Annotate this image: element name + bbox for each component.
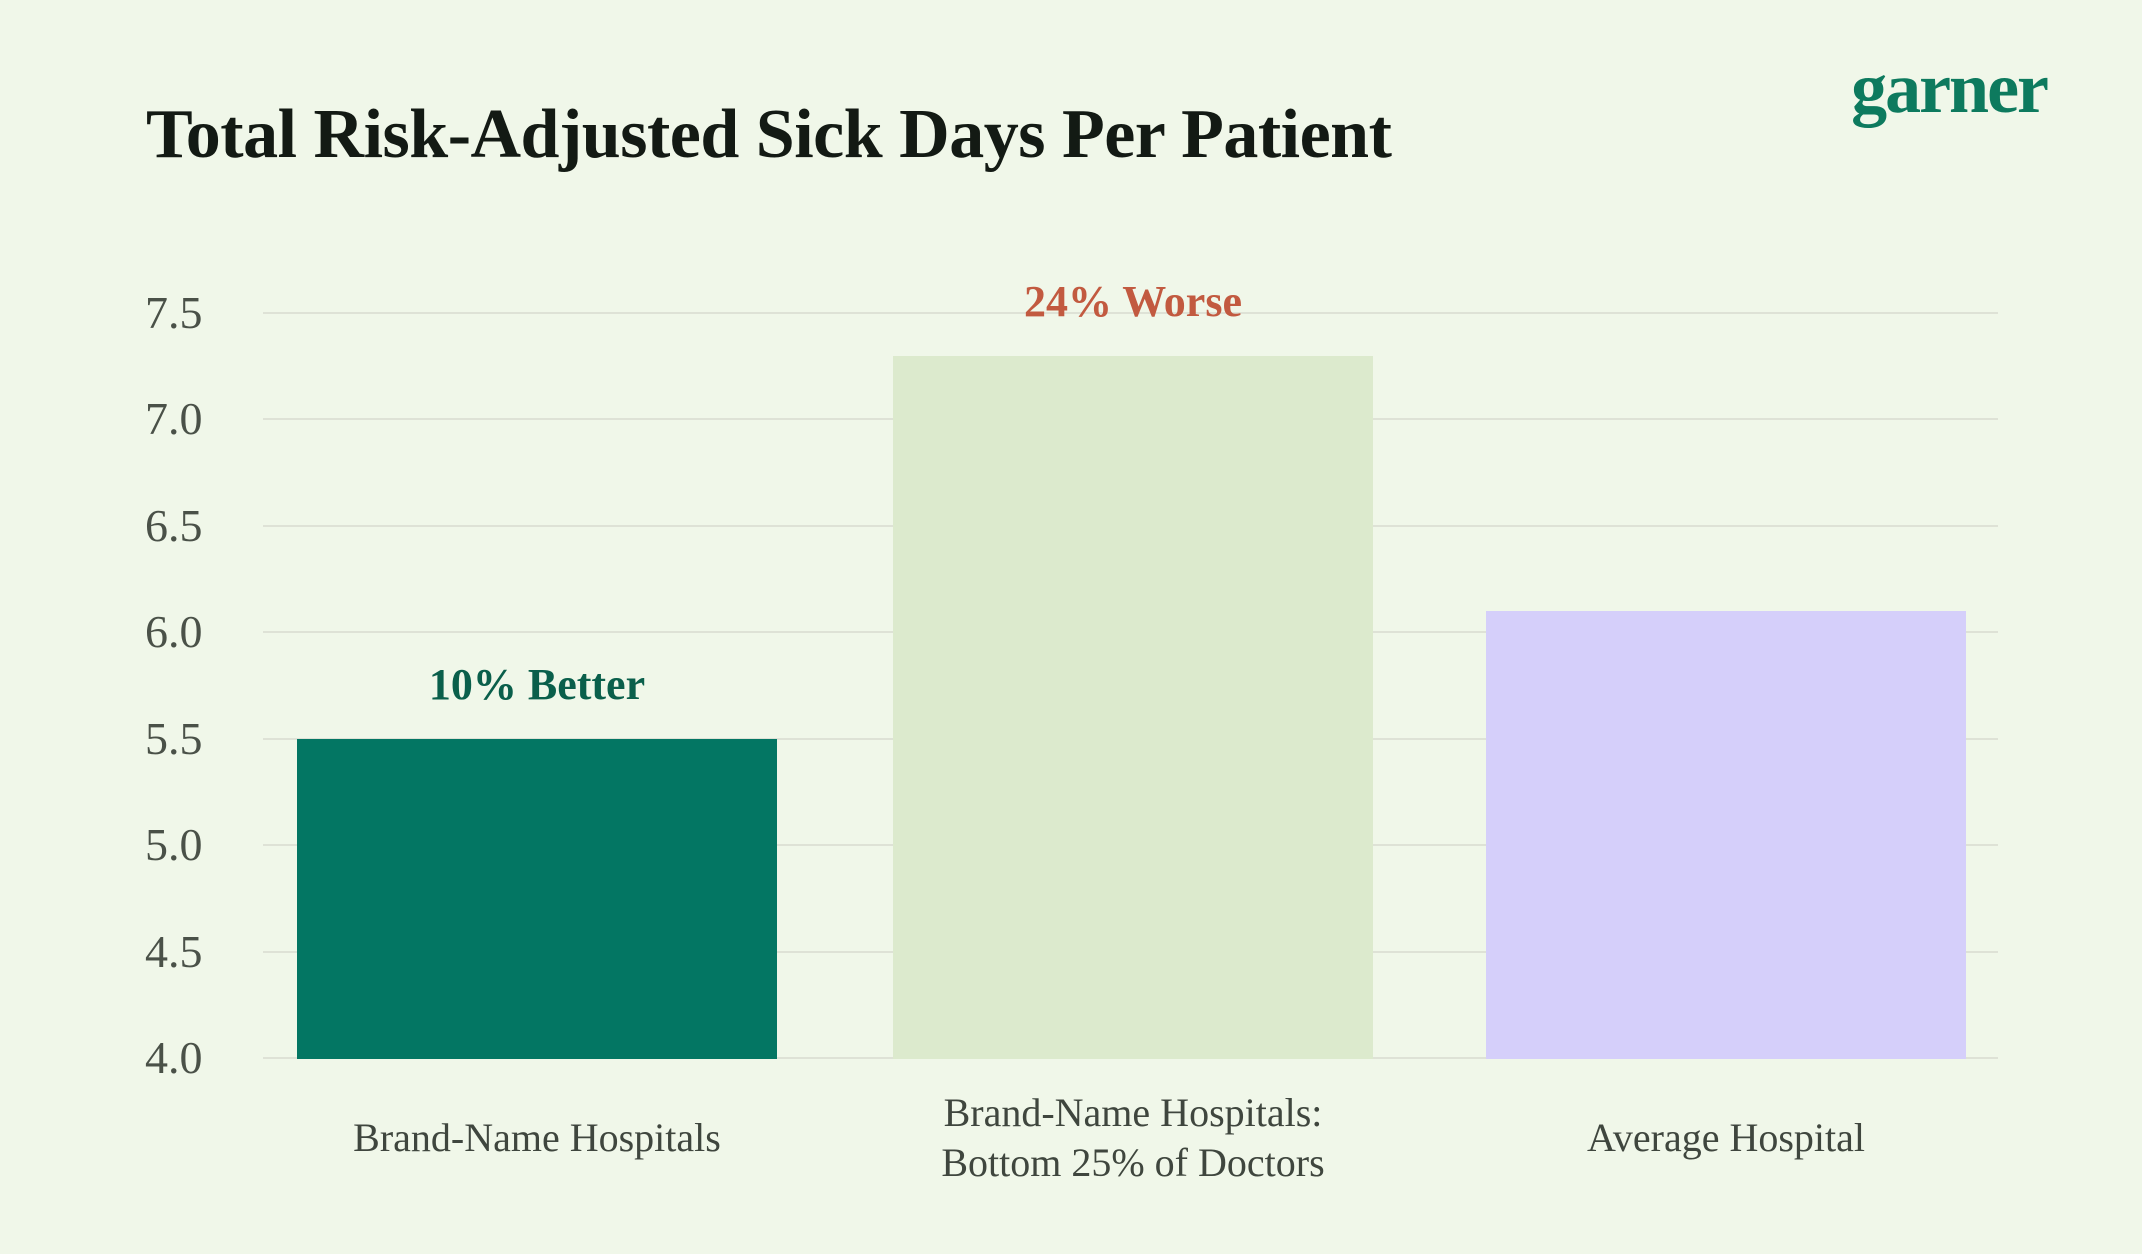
y-axis-tick-label: 6.5 [145,499,203,551]
y-axis-tick-label: 5.0 [145,819,203,871]
garner-logo: garner [1851,48,2049,128]
gridline [263,312,1998,314]
y-axis-tick-label: 7.0 [145,393,203,445]
x-axis-label-brand-name-hospitals: Brand-Name Hospitals: Bottom 25% of Doct… [941,1090,1325,1185]
chart-title: Total Risk-Adjusted Sick Days Per Patien… [146,96,1392,173]
x-axis-label-brand-name-hospitals: Brand-Name Hospitals [353,1115,721,1160]
bar-average-hospital [1486,611,1966,1059]
y-axis-tick-label: 6.0 [145,606,203,658]
y-axis-tick-label: 4.0 [145,1032,203,1083]
y-axis-tick-label: 7.5 [145,287,203,338]
x-axis-label-average-hospital: Average Hospital [1586,1115,1866,1160]
bar-annotation-10-better: 10% Better [428,659,646,709]
bar-brand-name-hospitals [297,738,777,1059]
bar-annotation-24-worse: 24% Worse [1024,276,1242,326]
y-axis-tick-label: 4.5 [145,925,203,977]
bar-brand-name-hospitals [893,355,1373,1059]
y-axis-tick-label: 5.5 [145,712,203,764]
